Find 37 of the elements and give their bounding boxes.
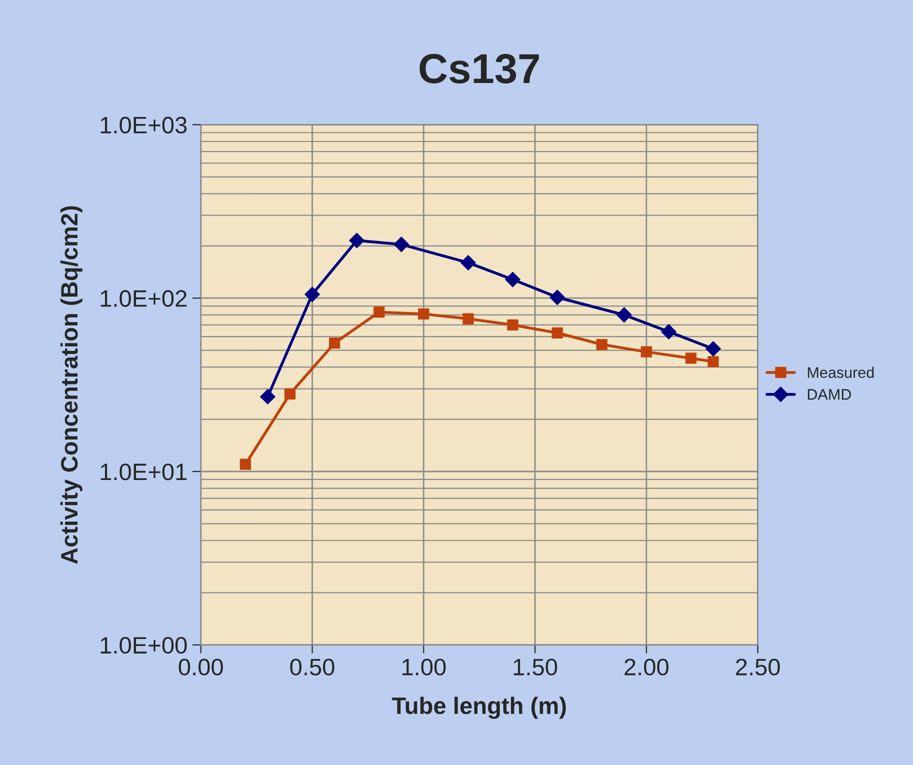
- point: [706, 341, 721, 356]
- point: [304, 286, 320, 302]
- x-tick-label: 2.00: [624, 658, 668, 676]
- point: [328, 338, 340, 349]
- point: [640, 346, 652, 358]
- legend-label: DAMD: [808, 389, 851, 400]
- point: [240, 458, 251, 470]
- point: [349, 232, 364, 248]
- x-axis-title: Tube length (m): [392, 696, 566, 719]
- point: [284, 388, 296, 400]
- point: [460, 255, 476, 270]
- point: [596, 338, 608, 350]
- x-tick-label: 2.50: [736, 658, 780, 676]
- point: [552, 327, 563, 338]
- point: [507, 319, 518, 331]
- point: [394, 236, 409, 252]
- x-tick-label: 1.00: [402, 658, 446, 676]
- y-tick-label: 1.0E+01: [100, 464, 187, 480]
- x-tick-label: 0.50: [290, 658, 334, 676]
- chart-title: Cs137: [420, 54, 539, 84]
- point: [708, 356, 719, 368]
- point: [616, 307, 632, 322]
- x-tick-label: 1.50: [514, 658, 558, 676]
- point: [374, 306, 385, 318]
- point: [462, 313, 474, 324]
- point: [505, 272, 520, 288]
- point: [418, 308, 430, 320]
- point: [550, 290, 565, 305]
- point: [685, 352, 697, 364]
- y-axis-title: Activity Concentration (Bq/cm2): [60, 206, 82, 564]
- y-tick-label: 1.0E+00: [100, 636, 187, 654]
- x-tick-label: 0.00: [178, 658, 223, 676]
- y-tick-label: 1.0E+03: [100, 116, 187, 134]
- point: [260, 389, 276, 404]
- point: [661, 324, 676, 340]
- y-tick-label: 1.0E+02: [100, 290, 186, 307]
- legend-label: Measured: [808, 366, 874, 378]
